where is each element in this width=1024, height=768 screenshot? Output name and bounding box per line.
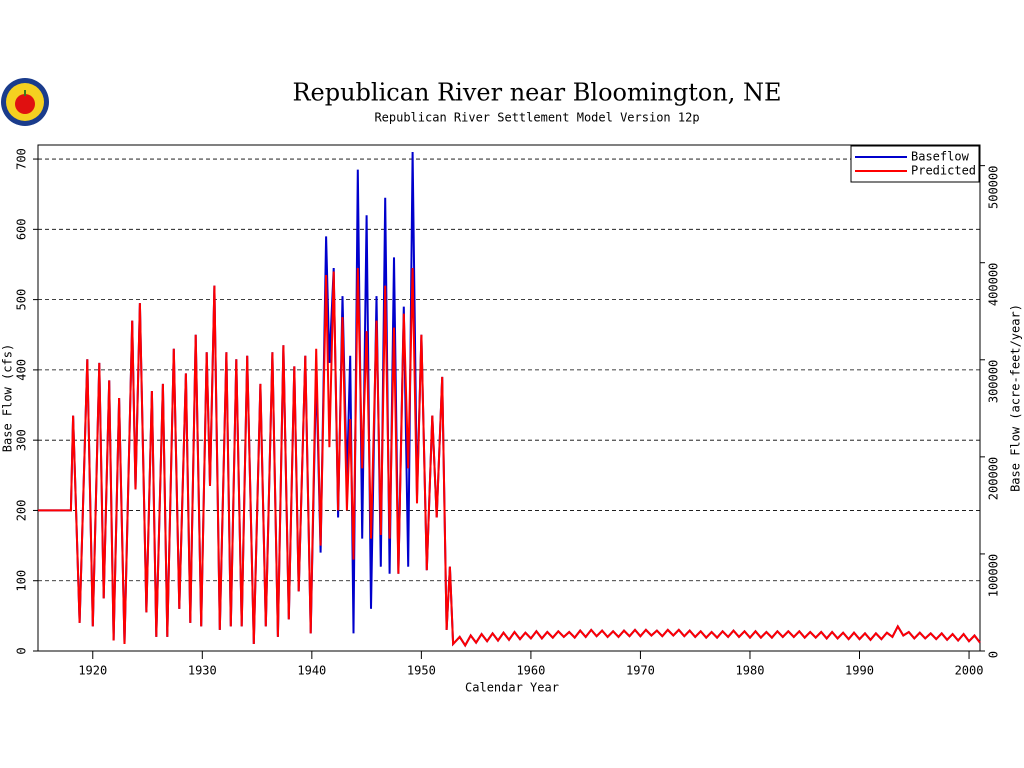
y2-tick-label: 100000: [987, 554, 1001, 597]
y-tick-label: 300: [15, 429, 29, 451]
x-axis-label: Calendar Year: [465, 681, 559, 695]
legend-box: [850, 145, 980, 183]
x-tick-label: 1960: [516, 664, 545, 678]
x-tick-label: 1990: [845, 664, 874, 678]
y2-tick-label: 400000: [987, 263, 1001, 306]
x-tick-label: 1970: [626, 664, 655, 678]
chart-title: Republican River near Bloomington, NE: [292, 79, 781, 107]
y-tick-label: 200: [15, 500, 29, 522]
logo: [1, 78, 49, 126]
x-tick-label: 2000: [955, 664, 984, 678]
legend-label: Predicted: [911, 164, 976, 178]
y-tick-label: 600: [15, 218, 29, 240]
y2-tick-label: 300000: [987, 360, 1001, 403]
y2-tick-label: 500000: [987, 166, 1001, 209]
y2-tick-label: 0: [987, 651, 1001, 658]
x-tick-label: 1980: [736, 664, 765, 678]
y-tick-label: 400: [15, 359, 29, 381]
data-line: [38, 267, 981, 648]
y-tick-label: 100: [15, 570, 29, 592]
chart-subtitle: Republican River Settlement Model Versio…: [374, 111, 699, 125]
legend-label: Baseflow: [911, 150, 970, 164]
x-tick-label: 1930: [188, 664, 217, 678]
x-tick-label: 1950: [407, 664, 436, 678]
y2-tick-label: 200000: [987, 457, 1001, 500]
x-tick-label: 1920: [78, 664, 107, 678]
y-tick-label: 500: [15, 289, 29, 311]
x-tick-label: 1940: [297, 664, 326, 678]
y2-axis-label: Base Flow (acre-feet/year): [1009, 304, 1023, 492]
y-tick-label: 0: [15, 647, 29, 654]
y-tick-label: 700: [15, 148, 29, 170]
y-axis-label: Base Flow (cfs): [1, 344, 15, 452]
